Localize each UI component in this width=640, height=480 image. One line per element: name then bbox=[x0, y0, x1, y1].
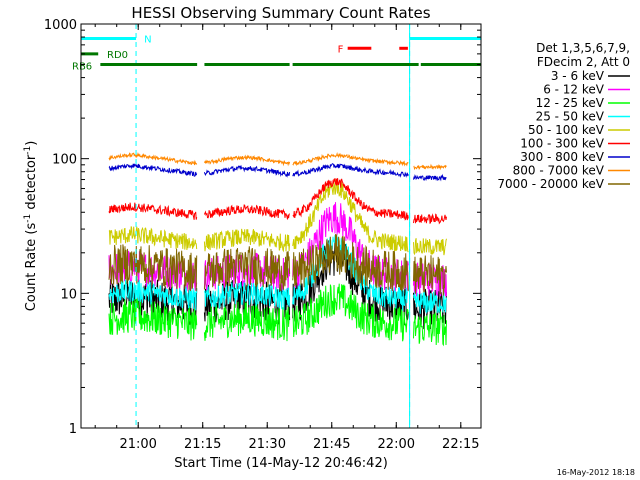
plot-frame bbox=[80, 23, 482, 429]
y-label-part: Count Rate (s bbox=[24, 223, 39, 312]
series-line bbox=[108, 234, 447, 296]
legend-header-line: Det 1,3,5,6,7,9, bbox=[536, 41, 630, 55]
series-line bbox=[108, 151, 447, 171]
y-tick-label: 10 bbox=[60, 287, 77, 302]
legend-label: 300 - 800 keV bbox=[520, 150, 604, 164]
plot-series bbox=[108, 151, 447, 347]
y-label-part: ) bbox=[24, 141, 39, 146]
legend-label: 12 - 25 keV bbox=[536, 96, 605, 110]
series-line bbox=[108, 234, 447, 315]
y-axis: 1 10 100 1000 bbox=[44, 18, 481, 437]
series-line bbox=[108, 283, 447, 347]
x-tick-label: 21:00 bbox=[119, 437, 156, 452]
legend-label: 3 - 6 keV bbox=[551, 69, 605, 83]
y-tick-label: 1000 bbox=[44, 18, 77, 33]
date-stamp: 16-May-2012 18:18 bbox=[557, 468, 635, 477]
flag-label: N bbox=[144, 35, 151, 46]
legend: Det 1,3,5,6,7,9, FDecim 2, Att 0 3 - 6 k… bbox=[497, 41, 630, 191]
series-line bbox=[108, 178, 447, 256]
flag-label: F bbox=[338, 44, 344, 55]
y-label-sup: -1 bbox=[23, 214, 33, 223]
legend-label: 800 - 7000 keV bbox=[513, 164, 605, 178]
y-tick-label: 1 bbox=[69, 422, 77, 437]
legend-header-line: FDecim 2, Att 0 bbox=[537, 55, 630, 69]
x-axis-label: Start Time (14-May-12 20:46:42) bbox=[174, 456, 388, 471]
x-tick-label: 22:15 bbox=[442, 437, 479, 452]
y-label-sup: -1 bbox=[23, 146, 33, 155]
legend-label: 50 - 100 keV bbox=[528, 123, 605, 137]
legend-label: 100 - 300 keV bbox=[520, 137, 604, 151]
y-axis-label: Count Rate (s-1 detector-1) bbox=[23, 141, 39, 312]
legend-label: 7000 - 20000 keV bbox=[497, 177, 604, 191]
flag-label: RD0 bbox=[107, 50, 128, 61]
x-axis: 21:00 21:15 21:30 21:45 22:00 22:15 bbox=[94, 24, 480, 452]
legend-label: 25 - 50 keV bbox=[536, 110, 605, 124]
y-label-part: detector bbox=[24, 154, 39, 214]
legend-label: 6 - 12 keV bbox=[543, 83, 605, 97]
y-tick-label: 100 bbox=[52, 153, 77, 168]
x-tick-label: 21:45 bbox=[313, 437, 350, 452]
chart-title: HESSI Observing Summary Count Rates bbox=[131, 4, 430, 22]
series-line bbox=[108, 163, 447, 182]
flag-bars: N F RD0 RB6 bbox=[72, 24, 482, 428]
x-tick-label: 22:00 bbox=[378, 437, 415, 452]
series-line bbox=[108, 178, 447, 225]
series-line bbox=[108, 240, 447, 330]
x-tick-label: 21:30 bbox=[249, 437, 286, 452]
x-tick-label: 21:15 bbox=[184, 437, 221, 452]
flag-label: RB6 bbox=[72, 62, 92, 73]
